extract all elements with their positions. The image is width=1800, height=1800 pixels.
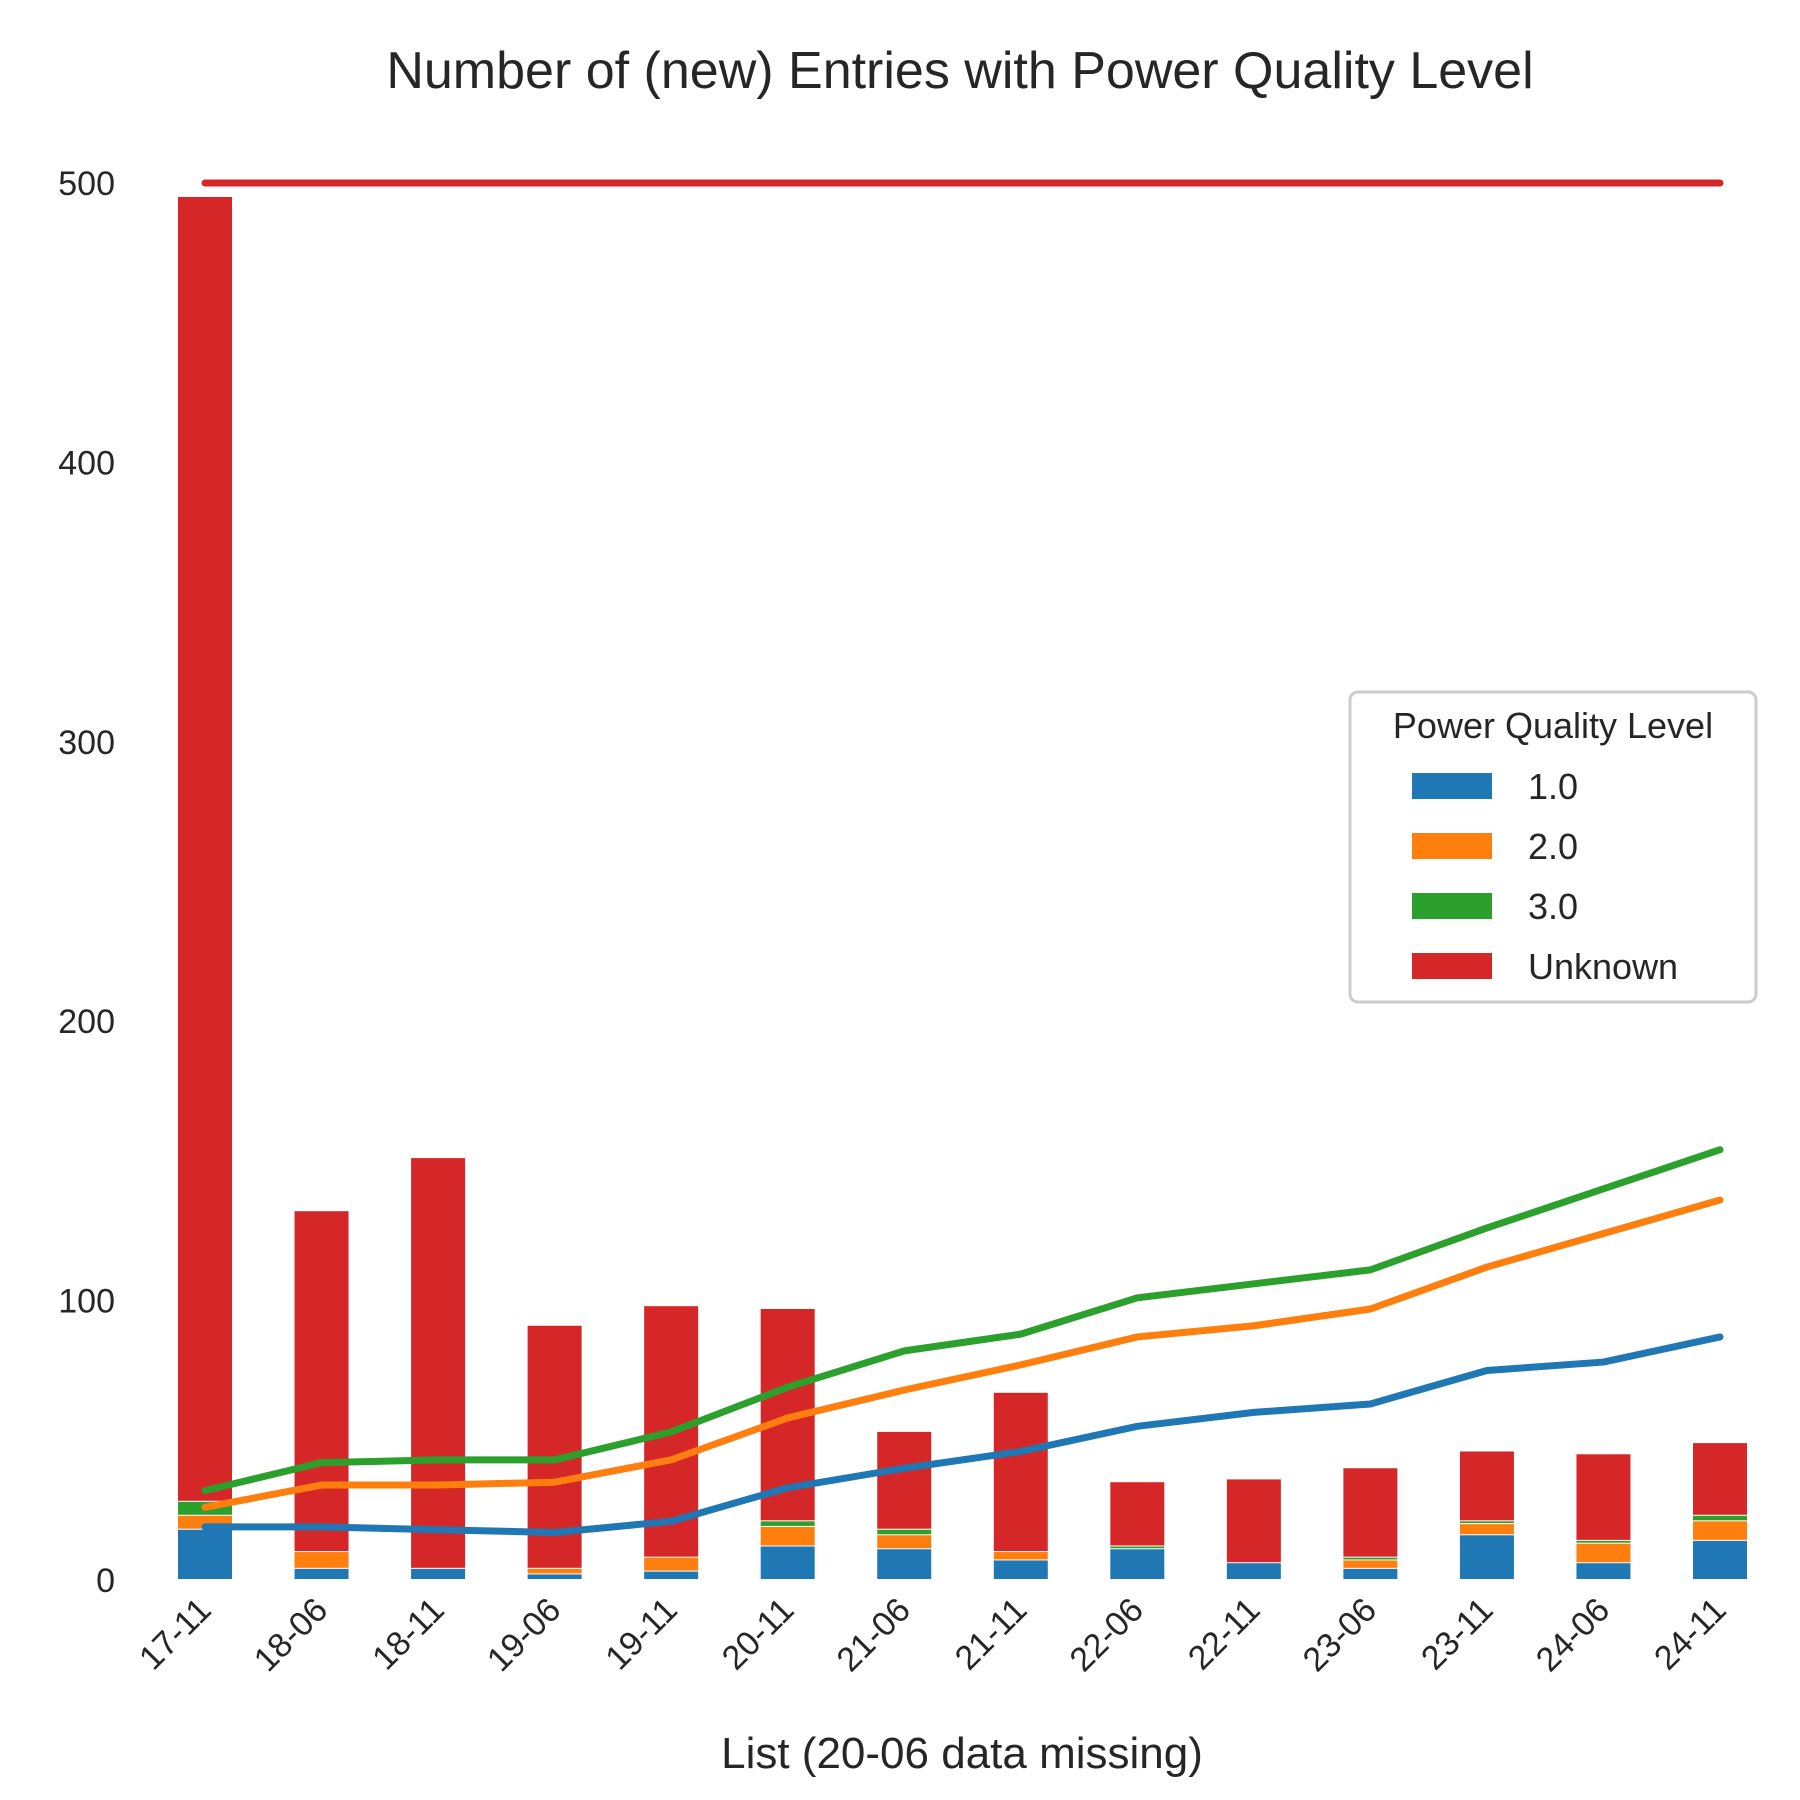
bar-segment-2-0: [993, 1552, 1048, 1560]
bar-segment-2-0: [1576, 1543, 1631, 1563]
x-tick-label: 17-11: [132, 1591, 219, 1678]
bar-segment-1-0: [760, 1546, 815, 1579]
x-axis-label: List (20-06 data missing): [721, 1729, 1203, 1778]
legend-swatch: [1412, 773, 1492, 799]
legend-label: 3.0: [1528, 886, 1578, 927]
x-tick-label: 19-11: [598, 1591, 685, 1678]
legend-label: 1.0: [1528, 766, 1578, 807]
x-tick-label: 23-06: [1296, 1591, 1384, 1679]
bar-segment-unknown: [1343, 1468, 1398, 1557]
bar-segment-3-0: [1343, 1557, 1398, 1560]
legend-swatch: [1412, 833, 1492, 859]
bar-segment-1-0: [1226, 1563, 1281, 1579]
bar-segment-unknown: [877, 1431, 932, 1529]
bar-segment-unknown: [1693, 1443, 1747, 1515]
bar-segment-unknown: [1110, 1482, 1165, 1546]
bar-segment-3-0: [760, 1521, 815, 1526]
bar-segment-1-0: [644, 1571, 699, 1579]
legend-swatch: [1412, 893, 1492, 919]
legend-swatch: [1412, 953, 1492, 979]
bar-segment-1-0: [527, 1574, 582, 1579]
legend-label: Unknown: [1528, 946, 1678, 987]
x-tick-label: 18-06: [247, 1591, 335, 1679]
bar-segment-3-0: [1459, 1521, 1514, 1524]
legend-items: 1.0 2.0 3.0 Unknown: [1412, 766, 1678, 987]
bar-segment-2-0: [644, 1557, 699, 1571]
x-tick-label: 18-11: [365, 1591, 452, 1678]
y-tick-label: 200: [58, 1003, 115, 1041]
stacked-bars: [178, 196, 1747, 1579]
bar-segment-1-0: [1459, 1535, 1514, 1579]
bar-segment-1-0: [294, 1568, 349, 1579]
x-axis-ticks: 17-11 18-06 18-11 19-06 19-11 20-11 21-06 21-11…: [132, 1591, 1734, 1679]
line-series-1-0: [201, 1333, 1724, 1537]
bar-segment-unknown: [993, 1392, 1048, 1552]
y-tick-label: 0: [96, 1562, 115, 1600]
y-tick-label: 500: [58, 165, 115, 203]
line-series-2-0: [201, 1196, 1724, 1511]
bar-segment-2-0: [877, 1535, 932, 1549]
y-tick-label: 300: [58, 724, 115, 762]
bar-segment-unknown: [1226, 1479, 1281, 1563]
bar-segment-2-0: [1459, 1524, 1514, 1535]
bar-segment-2-0: [527, 1568, 582, 1574]
y-tick-label: 400: [58, 444, 115, 482]
x-tick-label: 24-11: [1647, 1591, 1734, 1678]
x-tick-label: 24-06: [1529, 1591, 1617, 1679]
bar-segment-unknown: [1576, 1454, 1631, 1540]
x-tick-label: 23-11: [1414, 1591, 1501, 1678]
x-tick-label: 22-06: [1063, 1591, 1151, 1679]
x-tick-label: 22-11: [1181, 1591, 1268, 1678]
bar-segment-1-0: [993, 1560, 1048, 1579]
x-tick-label: 21-11: [948, 1591, 1035, 1678]
bar-segment-1-0: [877, 1549, 932, 1579]
legend-frame: [1348, 690, 1758, 1004]
y-axis-ticks: 0 100 200 300 400 500: [58, 165, 115, 1600]
y-tick-label: 100: [58, 1283, 115, 1321]
legend: Power Quality Level 1.0 2.0 3.0 Unknown: [1348, 690, 1758, 1004]
bar-segment-unknown: [1459, 1451, 1514, 1521]
bar-segment-2-0: [294, 1552, 349, 1568]
bar-segment-1-0: [1343, 1568, 1398, 1579]
bar-segment-3-0: [1693, 1515, 1747, 1521]
bar-segment-unknown: [178, 196, 232, 1501]
bar-segment-1-0: [411, 1568, 466, 1579]
bar-segment-3-0: [877, 1529, 932, 1535]
x-tick-label: 20-11: [715, 1591, 802, 1678]
x-tick-label: 19-06: [480, 1591, 568, 1679]
cumulative-lines: [201, 179, 1724, 1537]
bar-segment-1-0: [1693, 1540, 1747, 1579]
line-series-3-0: [201, 1146, 1724, 1495]
bar-segment-3-0: [1576, 1540, 1631, 1543]
bar-segment-1-0: [1576, 1563, 1631, 1579]
bar-segment-unknown: [411, 1158, 466, 1568]
legend-label: 2.0: [1528, 826, 1578, 867]
bar-segment-1-0: [178, 1529, 232, 1579]
bar-segment-2-0: [1343, 1560, 1398, 1568]
chart-title: Number of (new) Entries with Power Quali…: [386, 42, 1533, 100]
bar-segment-1-0: [1110, 1549, 1165, 1579]
bar-segment-2-0: [1693, 1521, 1747, 1540]
legend-title: Power Quality Level: [1393, 705, 1713, 746]
bar-segment-2-0: [760, 1526, 815, 1546]
x-tick-label: 21-06: [830, 1591, 918, 1679]
bar-segment-3-0: [1110, 1546, 1165, 1549]
bar-segment-unknown: [294, 1211, 349, 1552]
